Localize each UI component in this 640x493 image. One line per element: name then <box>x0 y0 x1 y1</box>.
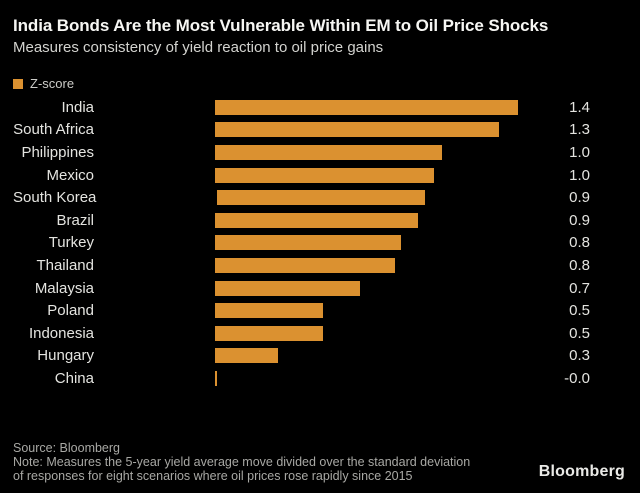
bar <box>215 235 402 251</box>
bar-track <box>215 303 518 319</box>
chart-row: Turkey 0.8 <box>13 232 627 255</box>
chart-subtitle: Measures consistency of yield reaction t… <box>13 39 384 56</box>
chart-row: India 1.4 <box>13 96 627 119</box>
chart-row: Brazil 0.9 <box>13 209 627 232</box>
bar-chart: India 1.4 South Africa 1.3 Philippines 1.0 Mex… <box>13 96 627 390</box>
category-label: Malaysia <box>34 279 94 297</box>
chart-row: South Africa 1.3 <box>13 119 627 142</box>
chart-title: India Bonds Are the Most Vulnerable With… <box>13 16 549 35</box>
bar-track <box>215 212 518 228</box>
category-label: Thailand <box>36 256 94 274</box>
category-label: India <box>61 98 94 116</box>
category-label: South Korea <box>13 189 97 207</box>
bar-track <box>215 122 518 138</box>
category-label: Turkey <box>48 234 94 252</box>
chart-row: Hungary 0.3 <box>13 345 627 368</box>
chart-row: Thailand 0.8 <box>13 254 627 277</box>
category-label: Hungary <box>37 347 94 365</box>
bar <box>215 257 395 273</box>
category-label: China <box>54 369 94 387</box>
legend: Z-score <box>13 76 627 91</box>
category-label: Indonesia <box>28 324 94 342</box>
bar <box>215 167 434 183</box>
category-label: Philippines <box>21 143 94 161</box>
bar-track <box>215 235 518 251</box>
category-label: Poland <box>47 302 94 320</box>
category-label: Mexico <box>46 166 94 184</box>
value-label: 0.8 <box>569 234 590 252</box>
bar-track <box>215 257 518 273</box>
value-label: 1.0 <box>569 143 590 161</box>
category-label: South Africa <box>13 121 94 139</box>
value-label: 0.8 <box>569 256 590 274</box>
bar-track <box>215 370 518 386</box>
bar-track <box>217 190 520 206</box>
bar-track <box>215 348 518 364</box>
bar <box>215 303 324 319</box>
chart-row: Philippines 1.0 <box>13 141 627 164</box>
chart-row: South Korea 0.9 <box>13 186 627 209</box>
value-label: 0.7 <box>569 279 590 297</box>
value-label: 0.9 <box>569 211 590 229</box>
value-label: 0.5 <box>569 324 590 342</box>
chart-row: Poland 0.5 <box>13 299 627 322</box>
bar-track <box>215 325 518 341</box>
note-text-line-2: of responses for eight scenarios where o… <box>13 468 413 483</box>
value-label: -0.0 <box>564 369 590 387</box>
source-text: Source: Bloomberg <box>13 440 121 455</box>
bar <box>215 280 360 296</box>
bar-track <box>215 144 518 160</box>
bar <box>215 348 278 364</box>
bar-track <box>215 280 518 296</box>
chart-row: Mexico 1.0 <box>13 164 627 187</box>
value-label: 0.5 <box>569 302 590 320</box>
chart-row: Malaysia 0.7 <box>13 277 627 300</box>
bar <box>217 190 426 206</box>
bar <box>215 370 218 386</box>
bar <box>215 212 419 228</box>
bar <box>215 122 499 138</box>
chart-row: China -0.0 <box>13 367 627 390</box>
bar <box>215 144 443 160</box>
category-label: Brazil <box>56 211 94 229</box>
value-label: 0.3 <box>569 347 590 365</box>
value-label: 1.4 <box>569 98 590 116</box>
bar-track <box>215 99 518 115</box>
bar-track <box>215 167 518 183</box>
bloomberg-logo: Bloomberg <box>538 463 625 480</box>
legend-label: Z-score <box>30 76 75 91</box>
chart-row: Indonesia 0.5 <box>13 322 627 345</box>
legend-swatch-icon <box>13 78 23 89</box>
note-text-line-1: Note: Measures the 5-year yield average … <box>13 454 471 469</box>
chart-footer: Source: Bloomberg Note: Measures the 5-y… <box>13 441 627 483</box>
value-label: 0.9 <box>569 189 590 207</box>
bar <box>215 99 518 115</box>
bar <box>215 325 324 341</box>
value-label: 1.3 <box>569 121 590 139</box>
value-label: 1.0 <box>569 166 590 184</box>
